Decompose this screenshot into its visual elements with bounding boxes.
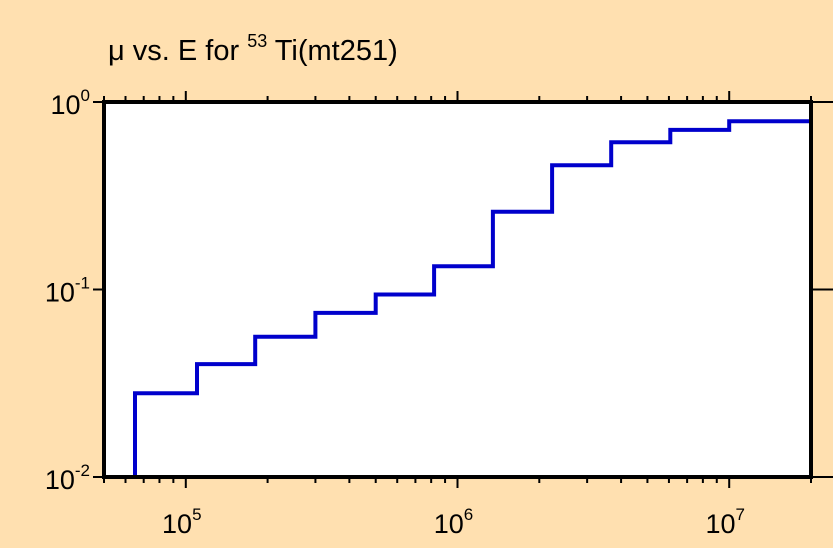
y-tick-label: 10-2 (45, 461, 90, 495)
x-tick-label: 106 (434, 505, 474, 539)
tick-label-base: 10 (705, 509, 735, 539)
tick-label-exponent: -2 (75, 461, 90, 480)
tick-label-base: 10 (50, 90, 80, 120)
series-line-mu (133, 119, 813, 477)
y-tick-label: 10-1 (45, 274, 90, 308)
tick-label-exponent: 7 (735, 505, 744, 524)
title-superscript: 53 (247, 31, 267, 51)
tick-label-base: 10 (45, 465, 75, 495)
axis-ticks (93, 91, 833, 488)
chart-title: μ vs. E for 53 Ti(mt251) (108, 22, 398, 67)
x-tick-label: 107 (705, 505, 745, 539)
plot-area (104, 102, 811, 477)
title-suffix: Ti(mt251) (275, 35, 398, 67)
tick-label-base: 10 (45, 278, 75, 308)
tick-label-base: 10 (162, 509, 192, 539)
y-tick-label: 100 (50, 86, 90, 120)
tick-label-exponent: -1 (75, 274, 90, 293)
x-tick-label: 105 (162, 505, 202, 539)
tick-label-base: 10 (434, 509, 464, 539)
tick-label-exponent: 6 (464, 505, 473, 524)
tick-label-exponent: 5 (192, 505, 201, 524)
title-prefix: μ vs. E for (108, 35, 247, 67)
tick-label-exponent: 0 (81, 86, 90, 105)
